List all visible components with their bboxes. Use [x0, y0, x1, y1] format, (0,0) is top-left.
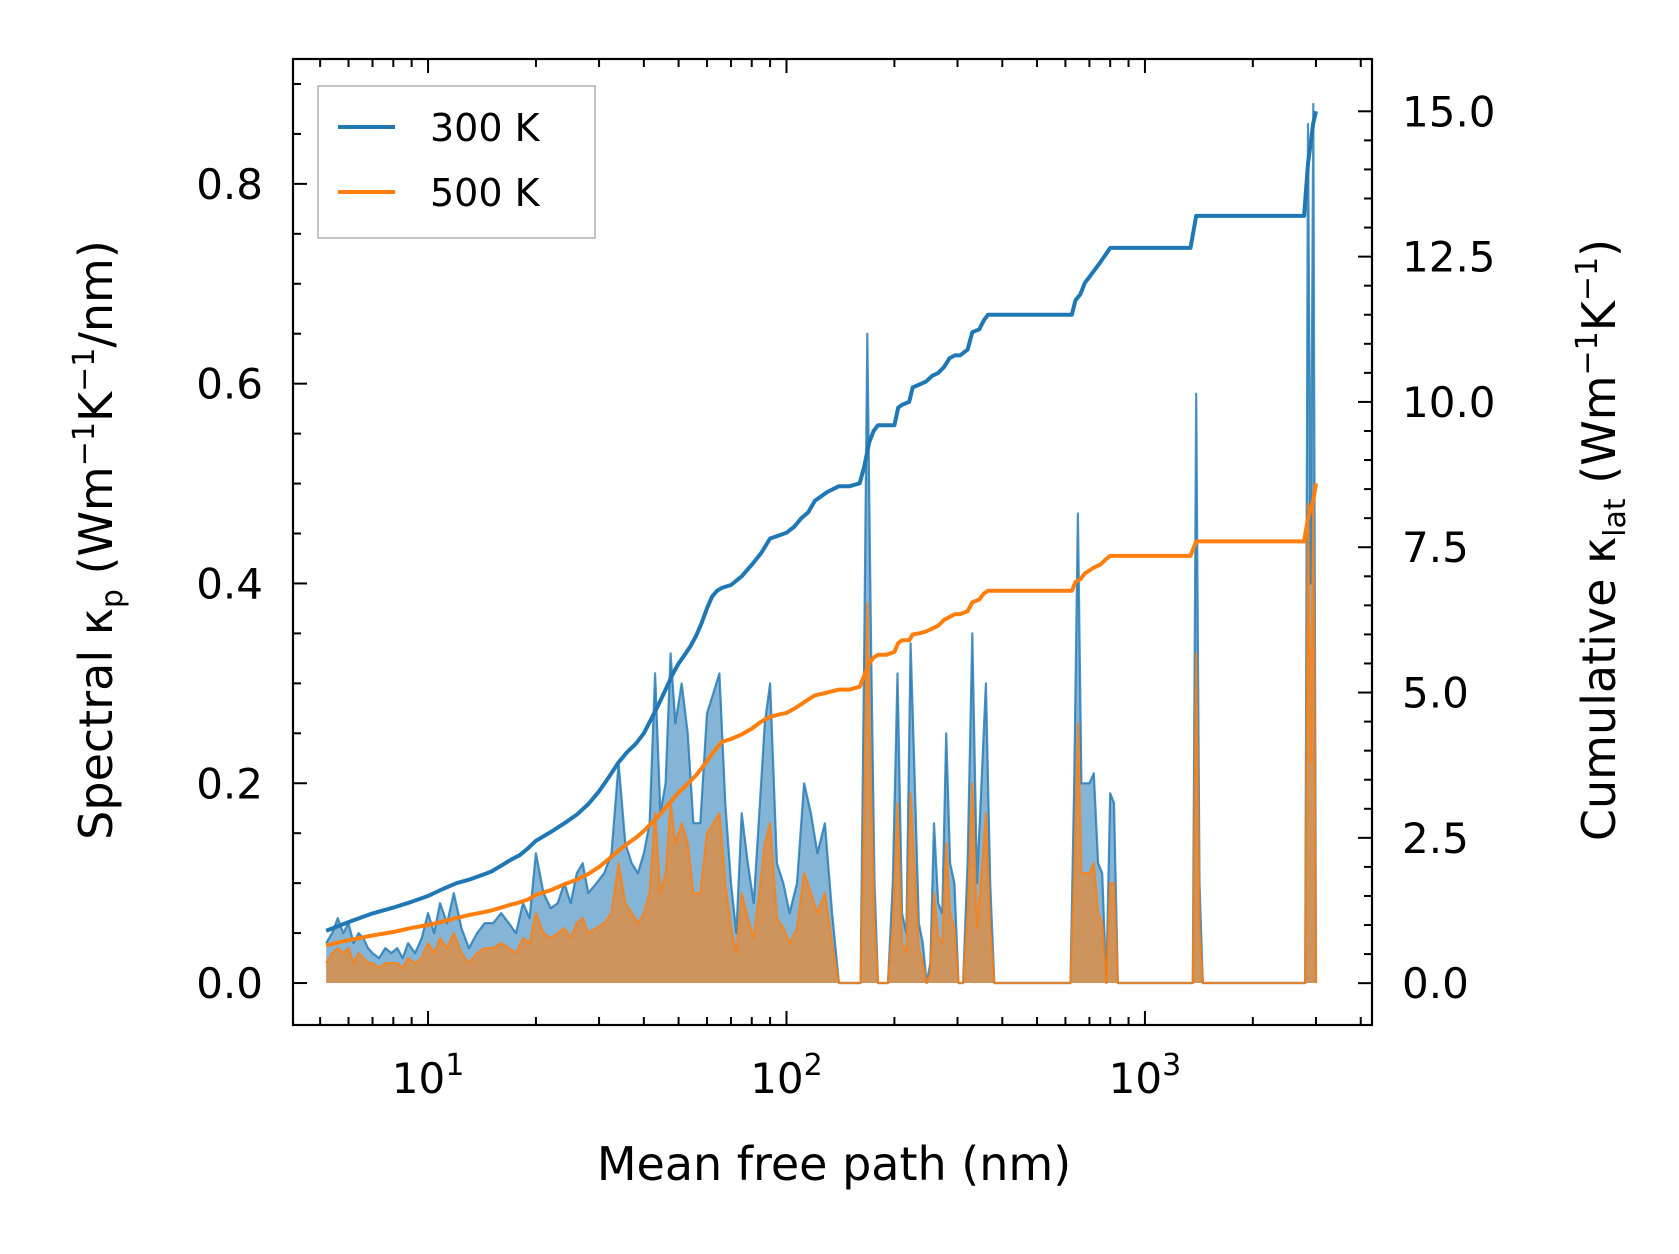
legend-label-300k: 300 K: [430, 106, 541, 150]
plot-area: [325, 102, 1318, 985]
y-left-tick-label: 0.2: [196, 759, 263, 808]
cumulative-line-300k: [325, 110, 1318, 933]
y-left-tick-label: 0.4: [196, 559, 263, 608]
legend: 300 K 500 K: [317, 85, 596, 239]
y-left-tick-label: 0.0: [196, 959, 263, 1008]
legend-frame: [317, 85, 596, 239]
y-axis-right-title: Cumulative κlat (Wm−1K−1): [1570, 239, 1633, 841]
y-right-tick-label: 2.5: [1402, 814, 1469, 863]
y-right-tick-label: 10.0: [1402, 378, 1496, 427]
axes-frame: [291, 57, 1374, 1027]
y-right-tick-label: 5.0: [1402, 669, 1469, 718]
axes: 101 102 103 0.0 0.2 0.4 0.6 0.8 0.0 2.5 5.0 7.5 10.0…: [196, 57, 1496, 1103]
legend-label-500k: 500 K: [430, 171, 541, 215]
y-left-tick-label: 0.6: [196, 360, 263, 409]
x-tick-label: 103: [1109, 1048, 1182, 1103]
y-right-tick-label: 12.5: [1402, 233, 1496, 282]
x-tick-label: 102: [750, 1048, 823, 1103]
cumulative-line-500k: [325, 482, 1318, 948]
y-left-tick-label: 0.8: [196, 160, 263, 209]
x-axis-title: Mean free path (nm): [597, 1137, 1071, 1191]
y-right-tick-label: 15.0: [1402, 87, 1496, 136]
x-tick-label: 101: [392, 1048, 465, 1103]
y-axis-left-title: Spectral κp (Wm−1K−1/nm): [67, 240, 130, 840]
y-right-tick-label: 7.5: [1402, 523, 1469, 572]
spectral-line-500k: [325, 502, 1318, 985]
y-right-tick-label: 0.0: [1402, 959, 1469, 1008]
